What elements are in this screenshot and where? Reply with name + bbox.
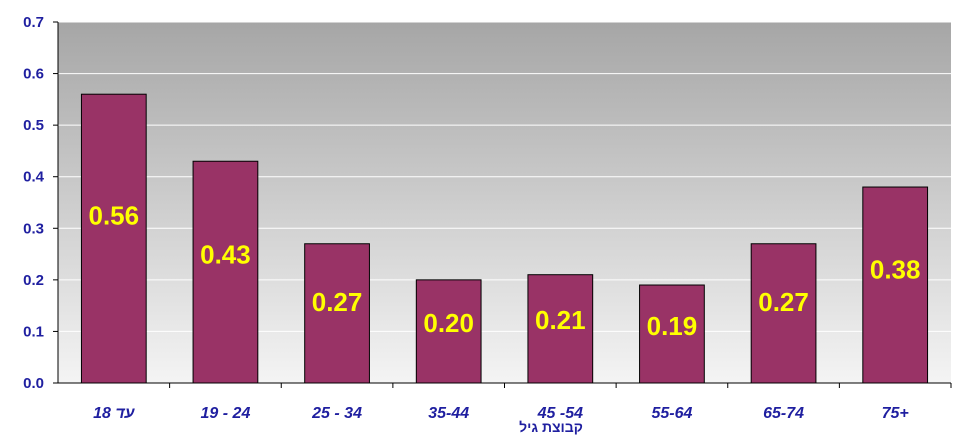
bar xyxy=(192,160,259,384)
x-tick-label: עד 18 xyxy=(93,405,136,422)
data-label: 0.27 xyxy=(312,287,363,317)
x-tick-label: 19 - 24 xyxy=(201,405,251,422)
x-tick-labels: עד 18 19 - 24 25 - 34 35-44 45 -54 55-64 65-74… xyxy=(93,405,909,422)
x-tick-label: 55-64 xyxy=(651,405,692,422)
bar xyxy=(750,243,817,384)
data-label: 0.19 xyxy=(647,311,698,341)
y-tick-label: 0.3 xyxy=(23,220,44,237)
x-tick-label: 25 - 34 xyxy=(311,405,362,422)
x-tick-label: 65-74 xyxy=(763,405,804,422)
bar xyxy=(527,274,594,384)
y-tick-label: 0.1 xyxy=(23,323,44,340)
x-tick-label: 35-44 xyxy=(428,405,469,422)
data-labels: 0.56 0.43 0.27 0.20 0.21 0.19 0.27 0.38 xyxy=(89,200,921,341)
x-tick-label: 75+ xyxy=(882,405,909,422)
y-tick-labels: 0.0 0.1 0.2 0.3 0.4 0.5 0.6 0.7 xyxy=(23,14,45,392)
bars xyxy=(80,93,929,384)
x-tick-label: 45 -54 xyxy=(537,405,583,422)
bar xyxy=(862,186,929,384)
y-tick-label: 0.5 xyxy=(23,117,44,134)
data-label: 0.20 xyxy=(423,308,474,338)
bar xyxy=(304,243,370,384)
bar xyxy=(80,93,147,384)
data-label: 0.27 xyxy=(758,287,809,317)
y-tick-label: 0.4 xyxy=(23,169,45,186)
axes xyxy=(53,21,952,388)
bar xyxy=(639,284,705,384)
data-label: 0.38 xyxy=(870,254,921,284)
bar xyxy=(415,279,482,384)
y-tick-label: 0.0 xyxy=(23,375,44,392)
plot-area xyxy=(58,22,951,383)
x-axis-title: קבוצת גיל xyxy=(519,419,583,435)
y-tick-label: 0.7 xyxy=(23,14,44,31)
y-tick-label: 0.2 xyxy=(23,272,44,289)
data-label: 0.56 xyxy=(89,200,140,230)
y-tick-label: 0.6 xyxy=(23,66,44,83)
data-label: 0.21 xyxy=(535,305,586,335)
data-label: 0.43 xyxy=(200,239,251,269)
